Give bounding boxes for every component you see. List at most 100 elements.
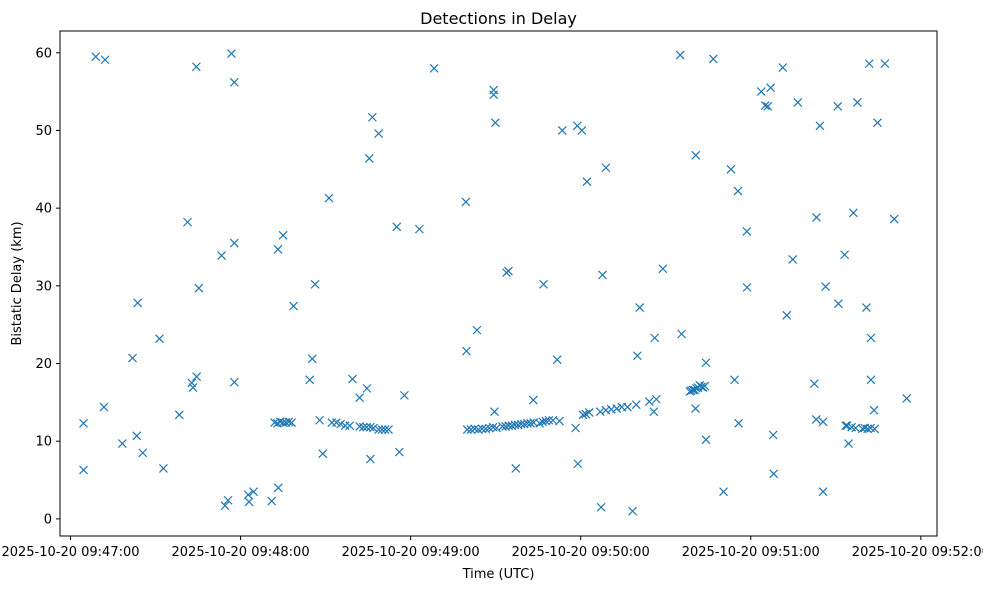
data-point-marker [399,390,409,400]
data-point-marker [243,490,253,500]
data-point-marker [229,377,239,387]
data-point-marker [374,425,384,434]
data-point-marker [675,50,685,60]
data-point-marker [577,126,587,135]
data-point-marker [733,186,743,196]
data-point-marker [133,298,143,308]
data-point-marker [677,329,687,339]
data-point-marker [841,421,851,431]
data-point-marker [188,383,198,393]
data-point-marker [573,459,583,469]
y-tick-label: 20 [35,357,52,372]
data-point-marker [485,423,494,433]
data-point-marker [99,402,109,412]
data-point-marker [249,487,259,497]
data-point-marker [220,501,230,511]
y-axis: 0 10 20 30 40 50 60 [35,46,60,527]
data-point-marker [155,334,164,344]
data-point-marker [864,59,874,69]
data-point-marker [541,416,551,426]
data-point-marker [708,54,718,64]
data-point-marker [511,463,521,473]
data-point-marker [461,197,471,207]
data-point-marker [229,238,239,248]
x-axis-title: Time (UTC) [462,567,535,582]
data-point-marker [217,251,226,260]
y-tick-label: 0 [44,512,52,527]
data-point-marker [598,270,607,280]
data-point-marker [466,425,476,434]
data-point-marker [364,153,374,163]
data-point-marker [840,250,850,260]
data-point-marker [380,425,390,434]
data-point-marker [481,424,491,434]
data-point-marker [100,55,110,65]
data-point-marker [815,121,825,131]
data-point-marker [863,424,872,434]
data-point-marker [848,208,858,218]
data-point-marker [778,63,788,72]
data-point-marker [809,379,819,389]
data-point-marker [492,423,501,433]
data-point-marker [174,410,184,420]
data-point-marker [191,62,201,72]
data-point-marker [649,407,659,417]
data-point-marker [490,118,500,128]
data-point-marker [284,417,294,427]
data-points [79,49,912,516]
data-point-marker [159,463,168,473]
data-point-marker [79,465,88,475]
data-point-marker [355,422,365,431]
data-point-marker [833,101,843,111]
data-point-marker [902,394,912,403]
data-point-marker [289,301,298,311]
data-point-marker [782,310,792,320]
data-point-marker [658,264,668,274]
data-point-marker [833,299,843,309]
data-point-marker [128,353,137,363]
data-point-marker [763,101,773,111]
data-point-marker [730,375,740,385]
plot-frame [59,30,938,537]
data-point-marker [365,454,375,464]
data-point-marker [700,381,710,391]
data-point-marker [889,214,899,224]
chart-title: Detections in Delay [420,9,577,28]
data-point-marker [490,407,499,417]
data-point-marker [229,77,239,87]
data-point-marker [635,303,645,313]
data-point-marker [365,422,375,432]
data-point-marker [861,303,871,313]
data-point-marker [628,506,637,516]
data-point-marker [384,425,393,434]
data-point-marker [821,282,831,292]
data-point-marker [552,355,562,365]
data-point-marker [477,424,487,434]
data-point-marker [612,404,622,414]
data-point-marker [414,224,424,234]
data-point-marker [392,222,402,232]
data-point-marker [595,407,605,417]
data-point-marker [844,439,853,448]
data-point-marker [273,244,283,254]
y-axis-title: Bistatic Delay (km) [10,221,25,345]
data-point-marker [632,351,642,361]
x-tick-label: 2025-10-20 09:47:00 [1,545,139,560]
data-point-marker [870,424,880,434]
data-point-marker [377,425,387,434]
data-point-marker [650,333,660,343]
data-point-marker [811,415,821,424]
data-point-marker [544,415,554,425]
data-point-marker [769,469,779,479]
data-point-marker [768,430,778,440]
data-point-marker [462,425,472,434]
data-point-marker [473,425,483,434]
data-point-marker [601,163,611,173]
data-point-marker [488,422,498,432]
data-point-marker [369,423,378,433]
data-point-marker [472,325,482,335]
data-point-marker [734,418,744,428]
data-point-marker [719,487,728,497]
data-point-marker [818,487,828,497]
data-point-marker [267,496,277,506]
